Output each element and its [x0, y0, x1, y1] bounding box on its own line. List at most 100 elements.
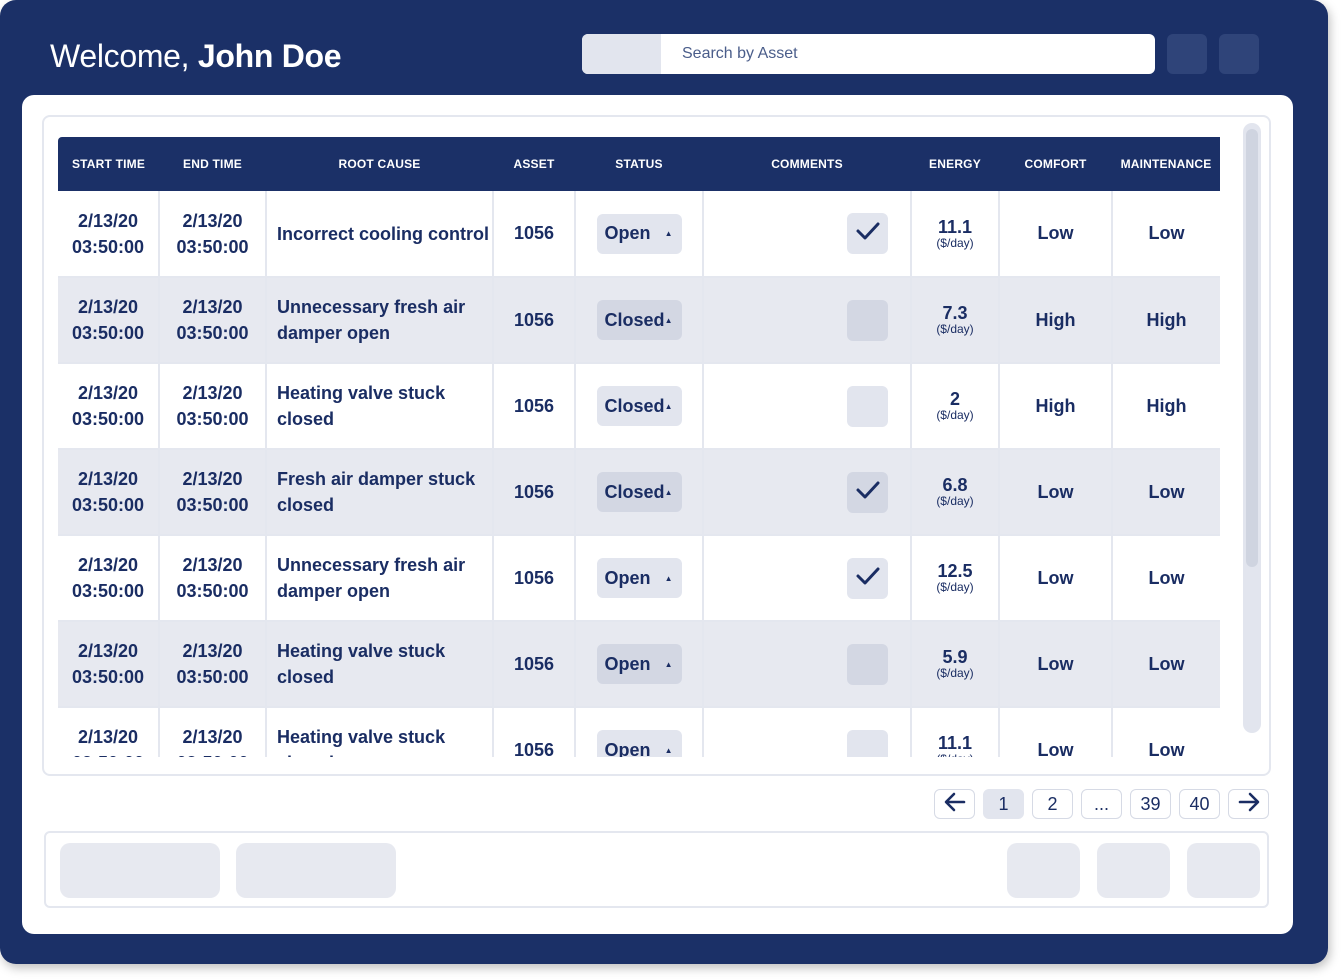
status-cell: Open ▲	[575, 535, 704, 622]
energy-unit: ($/day)	[936, 666, 974, 680]
page-button[interactable]: 39	[1130, 789, 1171, 819]
footer-button-2[interactable]	[236, 843, 396, 898]
start-time-cell: 2/13/20 03:50:00	[58, 707, 160, 757]
footer-button-1[interactable]	[60, 843, 220, 898]
table-row[interactable]: 2/13/20 03:50:00 2/13/20 03:50:00 Unnecessar…	[58, 535, 1220, 622]
table-scrollbar[interactable]	[1243, 123, 1261, 733]
energy-value: 12.5	[937, 561, 973, 581]
search-filter-button[interactable]	[582, 34, 661, 74]
root-cause-cell: Heating valve stuck closed	[266, 621, 494, 708]
checkmark-icon	[855, 220, 881, 247]
end-date: 2/13/20	[182, 641, 243, 661]
status-dropdown[interactable]: Open ▲	[596, 644, 682, 684]
comfort-cell: Low	[999, 621, 1113, 708]
col-header-root-cause[interactable]: ROOT CAUSE	[266, 137, 493, 191]
footer-button-4[interactable]	[1097, 843, 1170, 898]
status-dropdown[interactable]: Open ▲	[596, 213, 682, 254]
comments-cell	[703, 191, 912, 278]
next-page-button[interactable]	[1228, 789, 1269, 819]
page-button[interactable]: 40	[1179, 789, 1220, 819]
col-header-asset[interactable]: ASSET	[493, 137, 575, 191]
comment-checkbox[interactable]	[847, 557, 888, 599]
col-header-maintenance[interactable]: MAINTENANCE	[1112, 137, 1220, 191]
asset-cell: 1056	[493, 277, 576, 364]
footer-button-5[interactable]	[1187, 843, 1260, 898]
energy-value: 2	[949, 389, 960, 409]
end-clock: 03:50:00	[176, 667, 249, 687]
maintenance-cell: Low	[1112, 707, 1220, 757]
maintenance-cell: Low	[1112, 449, 1220, 536]
col-header-energy[interactable]: ENERGY	[911, 137, 999, 191]
asset-cell: 1056	[493, 535, 576, 622]
table-row[interactable]: 2/13/20 03:50:00 2/13/20 03:50:00 Unnecessar…	[58, 277, 1220, 364]
maintenance-cell: Low	[1112, 535, 1220, 622]
maintenance-cell: Low	[1112, 191, 1220, 278]
comment-checkbox[interactable]	[847, 385, 888, 427]
welcome-heading: Welcome, John Doe	[50, 36, 342, 76]
start-clock: 03:50:00	[71, 495, 145, 515]
footer-actions	[44, 831, 1269, 908]
status-value: Closed	[604, 481, 665, 502]
start-clock: 03:50:00	[71, 409, 145, 429]
start-time-cell: 2/13/20 03:50:00	[58, 363, 160, 450]
comment-checkbox[interactable]	[847, 299, 888, 341]
col-header-comments[interactable]: COMMENTS	[703, 137, 911, 191]
comment-checkbox[interactable]	[847, 643, 888, 685]
comments-cell	[703, 707, 912, 757]
col-header-start-time[interactable]: START TIME	[58, 137, 159, 191]
comment-checkbox[interactable]	[847, 213, 888, 254]
status-value: Closed	[604, 395, 665, 416]
scrollbar-thumb[interactable]	[1246, 129, 1258, 567]
status-cell: Open ▲	[575, 707, 704, 757]
start-clock: 03:50:00	[71, 581, 145, 601]
comments-cell	[703, 449, 912, 536]
footer-button-3[interactable]	[1007, 843, 1080, 898]
end-date: 2/13/20	[182, 297, 243, 317]
status-dropdown[interactable]: Closed ▲	[596, 300, 682, 340]
root-cause-cell: Heating valve stuck closed	[266, 707, 494, 757]
status-dropdown[interactable]: Open ▲	[596, 730, 682, 757]
header-action-button-1[interactable]	[1167, 34, 1207, 74]
end-time-cell: 2/13/20 03:50:00	[159, 277, 267, 364]
energy-cell: 11.1($/day)	[911, 707, 1000, 757]
maintenance-cell: Low	[1112, 621, 1220, 708]
table-row[interactable]: 2/13/20 03:50:00 2/13/20 03:50:00 Heating va…	[58, 363, 1220, 450]
comfort-cell: Low	[999, 535, 1113, 622]
header-action-button-2[interactable]	[1219, 34, 1259, 74]
status-cell: Closed ▲	[575, 363, 704, 450]
end-clock: 03:50:00	[176, 495, 249, 515]
page-button[interactable]: 2	[1032, 789, 1073, 819]
end-date: 2/13/20	[182, 469, 243, 489]
comments-cell	[703, 621, 912, 708]
start-date: 2/13/20	[77, 210, 139, 231]
table-row[interactable]: 2/13/20 03:50:00 2/13/20 03:50:00 Fresh air …	[58, 449, 1220, 536]
checkmark-icon	[855, 479, 881, 506]
root-cause-cell: Fresh air damper stuck closed	[266, 449, 494, 536]
asset-cell: 1056	[493, 621, 576, 708]
prev-page-button[interactable]	[934, 789, 975, 819]
energy-unit: ($/day)	[936, 494, 974, 508]
energy-value: 7.3	[942, 303, 968, 323]
caret-up-icon: ▲	[664, 487, 673, 497]
page-button[interactable]: 1	[983, 789, 1024, 819]
col-header-status[interactable]: STATUS	[575, 137, 703, 191]
status-dropdown[interactable]: Open ▲	[596, 558, 682, 598]
comment-checkbox[interactable]	[847, 471, 888, 513]
col-header-comfort[interactable]: COMFORT	[999, 137, 1112, 191]
table-row[interactable]: 2/13/20 03:50:00 2/13/20 03:50:00 Incorrect …	[58, 191, 1220, 278]
end-clock: 03:50:00	[176, 409, 249, 429]
end-time-cell: 2/13/20 03:50:00	[159, 621, 267, 708]
status-dropdown[interactable]: Closed ▲	[596, 386, 682, 426]
start-date: 2/13/20	[77, 641, 139, 661]
search-input[interactable]	[661, 34, 1155, 74]
col-header-end-time[interactable]: END TIME	[159, 137, 266, 191]
comment-checkbox[interactable]	[847, 729, 888, 757]
end-time-cell: 2/13/20 03:50:00	[159, 191, 267, 278]
end-clock: 03:50:00	[176, 581, 249, 601]
energy-value: 5.9	[942, 647, 968, 667]
table-row[interactable]: 2/13/20 03:50:00 2/13/20 03:50:00 Heating va…	[58, 707, 1220, 757]
page-button[interactable]: ...	[1081, 789, 1122, 819]
table-row[interactable]: 2/13/20 03:50:00 2/13/20 03:50:00 Heating va…	[58, 621, 1220, 708]
root-cause-cell: Heating valve stuck closed	[266, 363, 494, 450]
status-dropdown[interactable]: Closed ▲	[596, 472, 682, 512]
